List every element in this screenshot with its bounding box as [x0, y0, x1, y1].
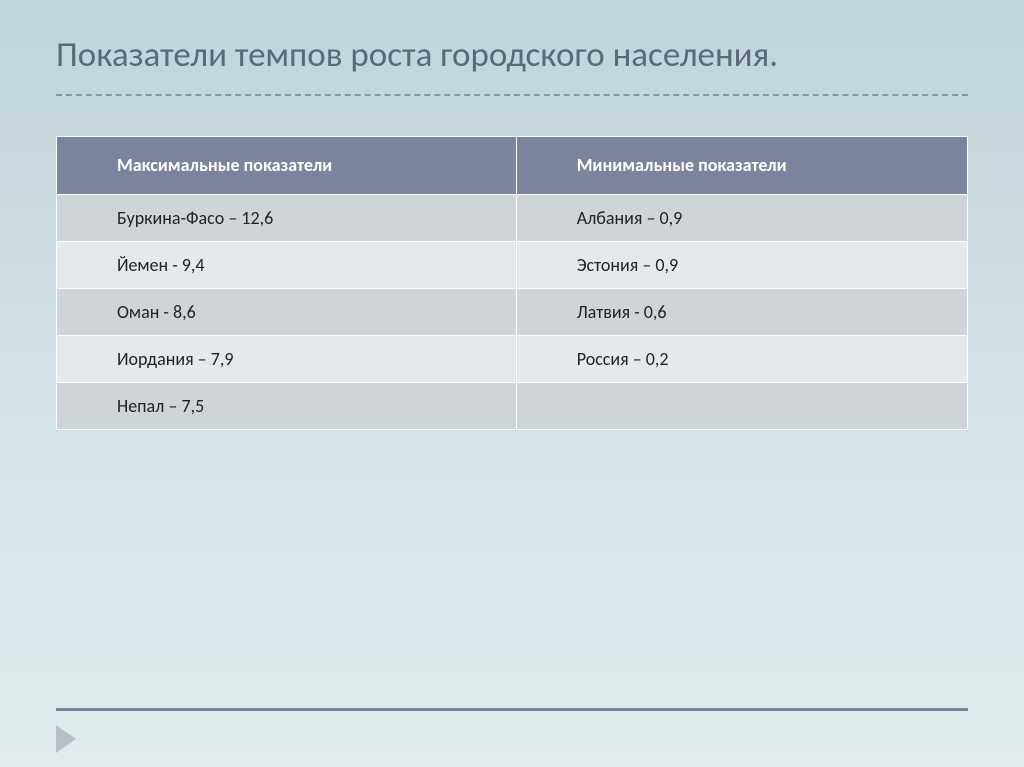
cell-min: Россия – 0,2 — [516, 335, 967, 382]
next-arrow-icon — [56, 725, 76, 753]
cell-min: Албания – 0,9 — [516, 194, 967, 241]
footer-divider — [56, 708, 968, 711]
col-header-max: Максимальные показатели — [57, 136, 517, 194]
cell-max: Непал – 7,5 — [57, 382, 517, 429]
cell-max: Буркина-Фасо – 12,6 — [57, 194, 517, 241]
table-header-row: Максимальные показатели Минимальные пока… — [57, 136, 968, 194]
cell-min: Латвия - 0,6 — [516, 288, 967, 335]
page-title: Показатели темпов роста городского насел… — [56, 34, 968, 78]
table-row: Йемен - 9,4 Эстония – 0,9 — [57, 241, 968, 288]
cell-max: Иордания – 7,9 — [57, 335, 517, 382]
table-row: Непал – 7,5 — [57, 382, 968, 429]
col-header-min: Минимальные показатели — [516, 136, 967, 194]
cell-min — [516, 382, 967, 429]
title-divider — [56, 94, 968, 96]
table-row: Оман - 8,6 Латвия - 0,6 — [57, 288, 968, 335]
table-row: Буркина-Фасо – 12,6 Албания – 0,9 — [57, 194, 968, 241]
cell-min: Эстония – 0,9 — [516, 241, 967, 288]
table-row: Иордания – 7,9 Россия – 0,2 — [57, 335, 968, 382]
cell-max: Йемен - 9,4 — [57, 241, 517, 288]
growth-table: Максимальные показатели Минимальные пока… — [56, 136, 968, 430]
cell-max: Оман - 8,6 — [57, 288, 517, 335]
slide: Показатели темпов роста городского насел… — [0, 0, 1024, 430]
